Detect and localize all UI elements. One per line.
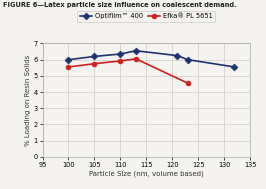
Line: Efka® PL 5651: Efka® PL 5651	[66, 57, 190, 86]
Legend: Optifilm™ 400, Efka® PL 5651: Optifilm™ 400, Efka® PL 5651	[77, 11, 215, 22]
Optifilm™ 400	[186, 59, 189, 61]
X-axis label: Particle Size (nm, volume based): Particle Size (nm, volume based)	[89, 170, 204, 177]
Y-axis label: % Loading on Resin Solids: % Loading on Resin Solids	[25, 55, 31, 146]
Optifilm™ 400	[134, 50, 138, 52]
Optifilm™ 400	[176, 54, 179, 57]
Efka® PL 5651	[119, 60, 122, 62]
Optifilm™ 400	[93, 55, 96, 58]
Text: FIGURE 6—Latex particle size influence on coalescent demand.: FIGURE 6—Latex particle size influence o…	[3, 2, 236, 8]
Optifilm™ 400	[67, 59, 70, 61]
Efka® PL 5651	[93, 63, 96, 65]
Efka® PL 5651	[67, 66, 70, 68]
Line: Optifilm™ 400: Optifilm™ 400	[66, 48, 237, 69]
Optifilm™ 400	[233, 66, 236, 68]
Efka® PL 5651	[134, 58, 138, 60]
Efka® PL 5651	[186, 82, 189, 84]
Optifilm™ 400	[119, 53, 122, 55]
